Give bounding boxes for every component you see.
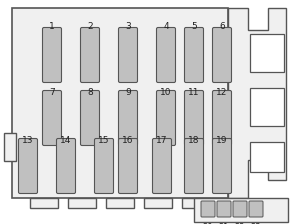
Bar bbox=[250, 88, 284, 126]
Text: 18: 18 bbox=[188, 136, 200, 145]
Text: 17: 17 bbox=[156, 136, 168, 145]
Text: 7: 7 bbox=[49, 88, 55, 97]
FancyBboxPatch shape bbox=[212, 90, 232, 146]
Text: 14: 14 bbox=[60, 136, 72, 145]
FancyBboxPatch shape bbox=[118, 28, 137, 82]
Bar bbox=[250, 34, 284, 72]
FancyBboxPatch shape bbox=[233, 201, 247, 217]
Bar bbox=[250, 142, 284, 172]
Bar bbox=[106, 198, 134, 208]
Text: 1: 1 bbox=[49, 22, 55, 31]
Bar bbox=[182, 198, 210, 208]
Text: 19: 19 bbox=[216, 136, 228, 145]
Text: 22: 22 bbox=[235, 223, 245, 224]
FancyBboxPatch shape bbox=[94, 138, 113, 194]
FancyBboxPatch shape bbox=[157, 90, 175, 146]
Bar bbox=[194, 198, 288, 222]
Bar bbox=[144, 198, 172, 208]
FancyBboxPatch shape bbox=[118, 90, 137, 146]
Text: 16: 16 bbox=[122, 136, 134, 145]
Bar bbox=[4, 133, 16, 161]
FancyBboxPatch shape bbox=[184, 90, 203, 146]
FancyBboxPatch shape bbox=[56, 138, 76, 194]
Bar bbox=[12, 8, 228, 198]
FancyBboxPatch shape bbox=[184, 138, 203, 194]
FancyBboxPatch shape bbox=[152, 138, 172, 194]
Polygon shape bbox=[228, 8, 286, 198]
FancyBboxPatch shape bbox=[212, 138, 232, 194]
FancyBboxPatch shape bbox=[184, 28, 203, 82]
FancyBboxPatch shape bbox=[249, 201, 263, 217]
Text: 21: 21 bbox=[219, 223, 229, 224]
FancyBboxPatch shape bbox=[118, 138, 137, 194]
Text: 8: 8 bbox=[87, 88, 93, 97]
FancyBboxPatch shape bbox=[157, 28, 175, 82]
Text: 23: 23 bbox=[251, 223, 261, 224]
Text: 11: 11 bbox=[188, 88, 200, 97]
Text: 5: 5 bbox=[191, 22, 197, 31]
Text: 2: 2 bbox=[87, 22, 93, 31]
FancyBboxPatch shape bbox=[43, 28, 61, 82]
Text: 4: 4 bbox=[163, 22, 169, 31]
Text: 15: 15 bbox=[98, 136, 110, 145]
Text: 10: 10 bbox=[160, 88, 172, 97]
FancyBboxPatch shape bbox=[217, 201, 231, 217]
FancyBboxPatch shape bbox=[80, 28, 100, 82]
Text: 6: 6 bbox=[219, 22, 225, 31]
Bar bbox=[68, 198, 96, 208]
Bar bbox=[30, 198, 58, 208]
FancyBboxPatch shape bbox=[212, 28, 232, 82]
Text: 20: 20 bbox=[203, 223, 213, 224]
FancyBboxPatch shape bbox=[43, 90, 61, 146]
FancyBboxPatch shape bbox=[80, 90, 100, 146]
FancyBboxPatch shape bbox=[201, 201, 215, 217]
Text: 13: 13 bbox=[22, 136, 34, 145]
Text: 12: 12 bbox=[216, 88, 228, 97]
Text: 9: 9 bbox=[125, 88, 131, 97]
FancyBboxPatch shape bbox=[19, 138, 38, 194]
Text: 3: 3 bbox=[125, 22, 131, 31]
